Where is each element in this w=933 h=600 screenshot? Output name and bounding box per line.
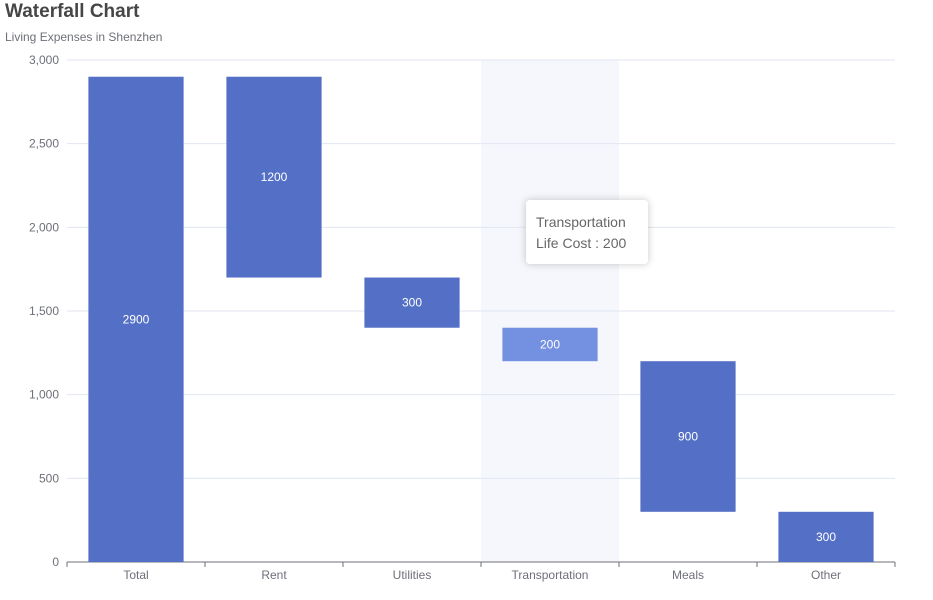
data-label: 2900 [123,312,150,326]
bar-rent [226,76,322,278]
tooltip-category: Transportation [536,214,626,230]
x-tick-label: Total [123,568,148,582]
y-tick-label: 3,000 [29,53,59,67]
x-tick-label: Other [811,568,841,582]
bar-other [778,511,874,562]
y-tick-label: 1,500 [29,304,59,318]
chart-tooltip: Transportation Life Cost : 200 [526,200,648,264]
x-tick-label: Rent [261,568,287,582]
chart-subtitle: Living Expenses in Shenzhen [5,30,163,44]
bar-meals [640,361,736,512]
bar-transportation [502,327,598,362]
data-label: 200 [540,337,560,351]
y-tick-label: 0 [52,555,59,569]
data-label: 300 [816,530,836,544]
tooltip-value: 200 [602,235,627,251]
data-label: 300 [402,296,422,310]
tooltip-separator: : [591,235,603,251]
data-label: 900 [678,430,698,444]
bar-utilities [364,277,460,328]
y-tick-label: 2,000 [29,220,59,234]
x-tick-label: Meals [672,568,704,582]
chart-title: Waterfall Chart [5,1,140,22]
bar-total [88,76,184,562]
tooltip-value-line: Life Cost : 200 [536,233,638,254]
tooltip-series-name: Life Cost [536,235,592,251]
data-label: 1200 [261,170,288,184]
y-tick-label: 1,000 [29,388,59,402]
x-tick-label: Utilities [393,568,432,582]
x-tick-label: Transportation [512,568,589,582]
y-tick-label: 2,500 [29,137,59,151]
y-tick-label: 500 [39,471,59,485]
